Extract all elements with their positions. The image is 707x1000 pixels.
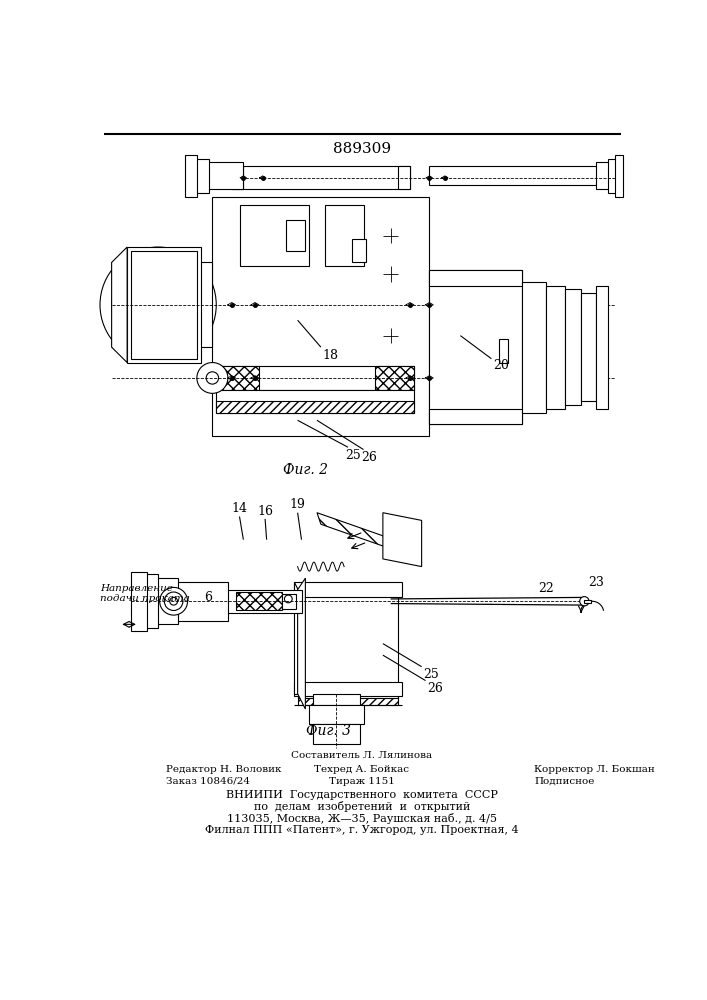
Text: 889309: 889309 (333, 142, 391, 156)
Bar (429, 270, 522, 286)
Bar (615, 155, 623, 197)
Bar (580, 293, 596, 401)
Bar (286, 220, 305, 251)
Text: Корректор Л. Бокшан: Корректор Л. Бокшан (534, 765, 655, 774)
Bar (313, 694, 360, 705)
Bar (212, 197, 429, 436)
Polygon shape (293, 582, 298, 694)
Circle shape (164, 592, 183, 610)
Bar (565, 289, 580, 405)
Bar (607, 158, 619, 193)
Bar (143, 574, 158, 628)
Bar (546, 286, 565, 409)
Bar (240, 205, 309, 266)
Bar (313, 724, 360, 744)
Text: 18: 18 (322, 349, 339, 362)
Bar (154, 578, 177, 624)
Polygon shape (317, 513, 387, 547)
Circle shape (149, 296, 168, 314)
Bar (235, 592, 282, 610)
Bar (298, 590, 398, 698)
Text: 20: 20 (493, 359, 509, 372)
Bar (398, 166, 410, 189)
Bar (429, 270, 522, 424)
Text: 26: 26 (361, 451, 377, 464)
Bar (293, 582, 402, 597)
Bar (293, 682, 402, 696)
Text: Редактор Н. Воловик: Редактор Н. Воловик (166, 765, 281, 774)
Polygon shape (383, 513, 421, 567)
Bar (596, 162, 615, 189)
Bar (282, 594, 296, 609)
Text: 25: 25 (423, 668, 439, 681)
Bar (185, 155, 197, 197)
Bar (127, 247, 201, 363)
Circle shape (284, 595, 292, 603)
Text: Техред А. Бойкас: Техред А. Бойкас (315, 765, 409, 774)
Bar (216, 401, 414, 413)
Text: по  делам  изобретений  и  открытий: по делам изобретений и открытий (254, 801, 470, 812)
Text: ВНИИПИ  Государственного  комитета  СССР: ВНИИПИ Государственного комитета СССР (226, 790, 498, 800)
Polygon shape (298, 578, 305, 709)
Bar (216, 366, 414, 389)
Bar (131, 572, 146, 631)
Bar (429, 166, 615, 185)
Bar (298, 694, 398, 705)
Bar (216, 389, 414, 413)
Text: 14: 14 (231, 502, 247, 515)
Bar (232, 166, 243, 189)
Circle shape (160, 587, 187, 615)
Bar (201, 162, 243, 189)
Text: 16: 16 (257, 505, 273, 518)
Text: Фиг. 2: Фиг. 2 (283, 463, 328, 477)
Text: 26: 26 (427, 682, 443, 695)
Bar (309, 705, 363, 724)
Circle shape (206, 372, 218, 384)
Text: 22: 22 (538, 582, 554, 595)
Bar (232, 166, 410, 189)
Text: Заказ 10846/24: Заказ 10846/24 (166, 777, 250, 786)
Bar (499, 339, 508, 363)
Bar (352, 239, 366, 262)
Bar (325, 205, 363, 266)
Text: Подписное: Подписное (534, 777, 595, 786)
Text: 113035, Москва, Ж—35, Раушская наб., д. 4/5: 113035, Москва, Ж—35, Раушская наб., д. … (227, 813, 497, 824)
Circle shape (197, 363, 228, 393)
Text: 19: 19 (290, 498, 305, 512)
Text: Фиг. 3: Фиг. 3 (306, 724, 351, 738)
Bar (429, 409, 522, 424)
Circle shape (100, 247, 216, 363)
Circle shape (112, 259, 204, 351)
Bar (596, 286, 607, 409)
Bar (131, 251, 197, 359)
Bar (375, 366, 414, 389)
Bar (224, 590, 301, 613)
Text: 23: 23 (588, 576, 604, 588)
Bar (166, 582, 228, 620)
Text: Направление
подачи проката: Направление подачи проката (100, 584, 190, 603)
Bar (112, 262, 212, 347)
Circle shape (170, 597, 177, 605)
Bar (193, 158, 209, 193)
Text: Филнал ППП «Патент», г. Ужгород, ул. Проектная, 4: Филнал ППП «Патент», г. Ужгород, ул. Про… (205, 825, 519, 835)
Text: Тираж 1151: Тираж 1151 (329, 777, 395, 786)
Bar (522, 282, 546, 413)
Text: 6: 6 (204, 591, 213, 604)
Text: 25: 25 (346, 449, 361, 462)
Circle shape (580, 597, 589, 606)
Bar (585, 600, 590, 603)
Text: Составитель Л. Лялинова: Составитель Л. Лялинова (291, 751, 433, 760)
Bar (216, 366, 259, 389)
Polygon shape (112, 247, 127, 363)
